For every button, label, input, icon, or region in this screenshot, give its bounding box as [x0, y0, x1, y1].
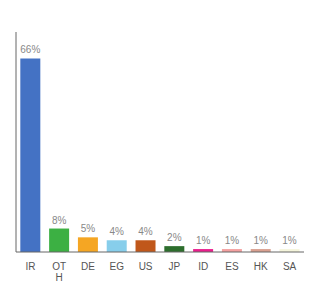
svg-text:1%: 1%: [282, 235, 297, 246]
svg-text:2%: 2%: [167, 232, 182, 243]
svg-text:66%: 66%: [20, 44, 40, 55]
svg-text:JP: JP: [169, 261, 181, 272]
svg-text:4%: 4%: [109, 226, 124, 237]
svg-text:ID: ID: [198, 261, 208, 272]
svg-text:EG: EG: [110, 261, 125, 272]
svg-text:1%: 1%: [196, 235, 211, 246]
svg-text:5%: 5%: [81, 223, 96, 234]
svg-text:8%: 8%: [52, 215, 67, 226]
svg-text:OTH: OTH: [52, 261, 66, 283]
svg-text:US: US: [139, 261, 153, 272]
svg-text:IR: IR: [25, 261, 35, 272]
svg-text:4%: 4%: [138, 226, 153, 237]
svg-text:1%: 1%: [253, 235, 268, 246]
svg-text:SA: SA: [283, 261, 297, 272]
svg-text:ES: ES: [225, 261, 239, 272]
svg-text:HK: HK: [254, 261, 268, 272]
svg-text:DE: DE: [81, 261, 95, 272]
svg-text:1%: 1%: [225, 235, 240, 246]
